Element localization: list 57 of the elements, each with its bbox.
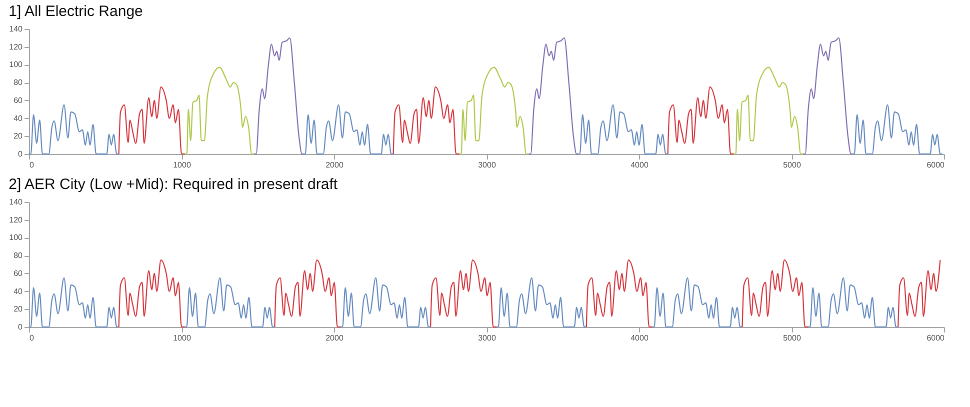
x-tick-label: 4000 [630, 160, 649, 170]
x-tick-label: 3000 [478, 334, 496, 342]
line-series [802, 37, 854, 155]
x-tick-label: 2000 [326, 334, 344, 342]
x-tick-label: 0 [30, 160, 34, 170]
line-series [184, 66, 255, 155]
y-tick-label: 40 [14, 114, 24, 123]
x-tick-label: 6000 [926, 160, 946, 170]
y-tick-label: 0 [18, 322, 24, 332]
x-tick-label: 3000 [478, 160, 496, 170]
x-tick-label: 1000 [173, 160, 192, 170]
line-series [458, 66, 530, 155]
y-tick-label: 140 [9, 24, 24, 34]
x-tick-label: 1000 [173, 334, 192, 342]
line-series [118, 259, 186, 328]
line-series [340, 277, 432, 328]
y-tick-label: 20 [14, 304, 24, 314]
x-tick-label: 5000 [783, 334, 802, 342]
y-tick-label: 80 [14, 78, 24, 88]
line-series [742, 259, 809, 328]
y-tick-label: 120 [9, 42, 24, 52]
line-series [430, 259, 498, 328]
line-series [254, 37, 304, 155]
chart-title: 2] AER City (Low +Mid): Required in present draft [8, 176, 338, 193]
line-series [733, 66, 804, 155]
line-series [28, 104, 120, 155]
line-series [808, 277, 899, 328]
line-series [667, 86, 734, 155]
y-tick-label: 140 [9, 198, 24, 206]
y-tick-label: 20 [14, 132, 24, 141]
x-tick-label: 4000 [630, 334, 649, 342]
y-tick-label: 100 [9, 233, 24, 242]
line-series [392, 86, 460, 155]
y-tick-label: 80 [14, 251, 24, 260]
x-tick-label: 2000 [326, 160, 344, 170]
y-tick-label: 40 [14, 286, 24, 296]
line-series [898, 259, 941, 328]
y-tick-label: 60 [14, 96, 24, 105]
line-series [184, 277, 276, 328]
line-series [852, 104, 943, 155]
line-series [528, 37, 579, 155]
y-tick-label: 0 [18, 150, 24, 158]
x-tick-label: 5000 [783, 160, 802, 170]
line-series [496, 277, 587, 328]
chart-title: 1] All Electric Range [8, 3, 143, 20]
line-series [586, 259, 654, 328]
line-series [652, 277, 743, 328]
line-series [577, 104, 668, 155]
line-series [302, 104, 394, 155]
line-series [274, 259, 342, 328]
line-series [118, 86, 186, 155]
y-tick-label: 120 [9, 215, 24, 224]
x-tick-label: 0 [30, 334, 34, 342]
y-tick-label: 60 [14, 268, 24, 278]
y-tick-label: 100 [9, 60, 24, 70]
line-series [28, 277, 120, 328]
x-tick-label: 6000 [926, 334, 946, 342]
